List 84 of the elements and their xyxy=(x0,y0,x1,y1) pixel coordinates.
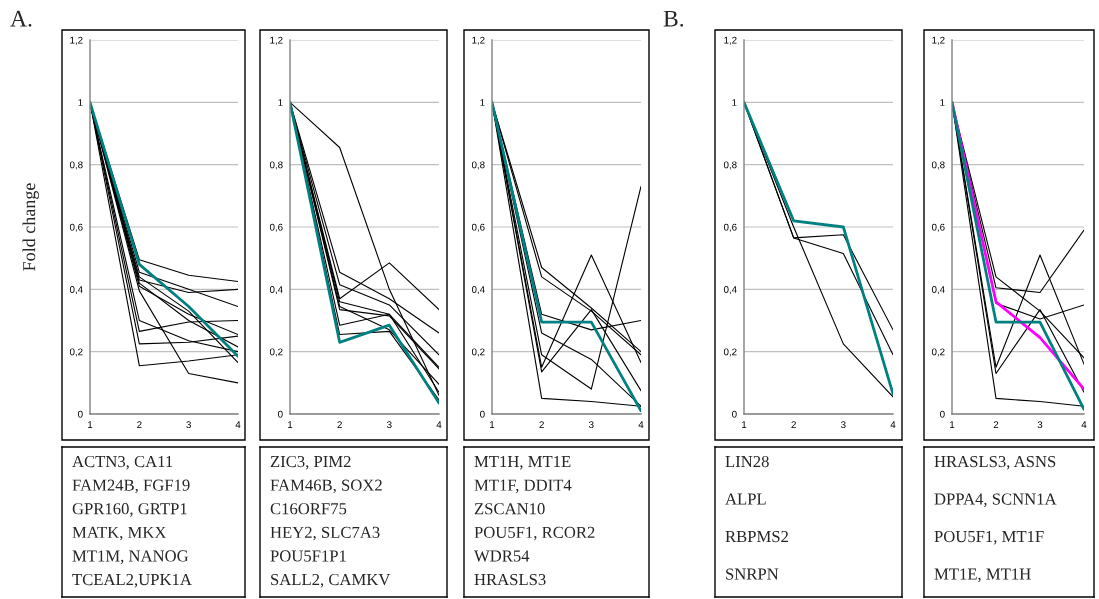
y-tick-label: 0,6 xyxy=(931,223,945,232)
y-tick-label: 1,2 xyxy=(472,36,485,45)
y-tick-label: 0 xyxy=(78,410,83,418)
y-tick-label: 0,8 xyxy=(931,161,945,170)
x-tick-label: 1 xyxy=(950,421,955,428)
y-tick-label: 1 xyxy=(480,99,485,106)
y-tick-label: 0 xyxy=(278,410,283,418)
text: DPPA4, SCNN1A xyxy=(934,493,1057,508)
y-tick-label: 0,4 xyxy=(471,286,485,295)
x-tick-label: 3 xyxy=(1037,421,1043,429)
text: HRASLS3, ASNS xyxy=(934,455,1056,470)
y-tick-label: 0,8 xyxy=(269,161,283,170)
y-tick-label: 1,2 xyxy=(70,36,83,45)
x-tick-label: 4 xyxy=(235,421,241,428)
text: ZIC3, PIM2 xyxy=(270,455,351,470)
y-tick-label: 1,2 xyxy=(932,36,945,45)
text: POU5F1P1 xyxy=(270,550,346,562)
x-tick-label: 4 xyxy=(1081,421,1087,428)
y-tick-label: 0,6 xyxy=(723,223,737,232)
y-tick-label: 0,2 xyxy=(69,348,83,357)
y-tick-label: 0,8 xyxy=(723,161,737,170)
x-tick-label: 4 xyxy=(638,421,644,428)
x-tick-label: 1 xyxy=(88,421,93,428)
text: MT1F, DDIT4 xyxy=(474,479,572,494)
text: MT1E, MT1H xyxy=(934,568,1031,583)
text: LIN28 xyxy=(725,455,769,468)
x-tick-label: 3 xyxy=(841,421,846,429)
y-tick-label: 0,4 xyxy=(931,286,945,295)
text: SNRPN xyxy=(726,568,779,580)
y-tick-label: 0,2 xyxy=(723,348,737,357)
text: MATK, MKX xyxy=(72,526,167,541)
y-tick-label: 1 xyxy=(278,99,283,106)
x-tick-label: 2 xyxy=(337,421,342,428)
y-tick-label: 1 xyxy=(940,99,945,106)
x-tick-label: 4 xyxy=(436,421,442,428)
chart-title: B. xyxy=(663,10,684,27)
y-tick-label: 0,2 xyxy=(471,348,485,357)
text: WDR54 xyxy=(474,550,530,562)
text: ZSCAN10 xyxy=(474,503,545,515)
y-tick-label: 1 xyxy=(732,99,737,106)
text: C16ORF75 xyxy=(270,503,347,515)
y-tick-label: 0,8 xyxy=(69,161,83,170)
y-tick-label: 0,2 xyxy=(269,348,283,357)
x-tick-label: 3 xyxy=(186,421,191,429)
y-tick-label: 0,6 xyxy=(471,223,485,232)
y-tick-label: 1 xyxy=(78,99,83,106)
x-tick-label: 2 xyxy=(539,421,544,428)
y-tick-label: 0,4 xyxy=(269,286,283,295)
x-tick-label: 1 xyxy=(742,421,747,428)
y-tick-label: 0 xyxy=(940,410,945,418)
y-tick-label: 0,4 xyxy=(723,286,737,295)
x-tick-label: 1 xyxy=(490,421,495,428)
x-tick-label: 2 xyxy=(791,421,796,428)
text: ALPL xyxy=(725,493,766,505)
x-tick-label: 4 xyxy=(890,421,896,428)
y-tick-label: 0,6 xyxy=(269,223,283,232)
y-axis-title: Fold change xyxy=(22,183,39,271)
x-tick-label: 3 xyxy=(387,421,392,429)
text: POU5F1, RCOR2 xyxy=(474,526,595,541)
text: MT1H, MT1E xyxy=(474,456,571,470)
text: MT1M, NANOG xyxy=(72,550,189,564)
y-tick-label: 0,8 xyxy=(471,161,485,170)
text: POU5F1, MT1F xyxy=(934,530,1044,545)
x-tick-label: 1 xyxy=(288,421,293,428)
chart-title: A. xyxy=(10,10,32,27)
y-tick-label: 0,2 xyxy=(931,348,945,357)
text: ACTN3, CA11 xyxy=(72,455,173,470)
y-tick-label: 0,6 xyxy=(69,223,83,232)
text: SALL2, CAMKV xyxy=(271,573,391,588)
text: RBPMS2 xyxy=(725,530,788,543)
text: FAM24B, FGF19 xyxy=(72,479,190,494)
text: HEY2, SLC7A3 xyxy=(270,526,380,541)
y-tick-label: 0 xyxy=(480,410,485,418)
y-tick-label: 1,2 xyxy=(270,36,283,45)
x-tick-label: 2 xyxy=(993,421,999,428)
text: HRASLS3 xyxy=(474,573,546,586)
x-tick-label: 2 xyxy=(137,421,142,428)
text: TCEAL2,UPK1A xyxy=(72,573,192,588)
text: GPR160, GRTP1 xyxy=(72,503,187,517)
text: FAM46B, SOX2 xyxy=(270,479,382,494)
y-tick-label: 1,2 xyxy=(724,36,737,45)
y-tick-label: 0,4 xyxy=(69,286,83,295)
x-tick-label: 3 xyxy=(589,421,594,429)
y-tick-label: 0 xyxy=(732,410,737,418)
